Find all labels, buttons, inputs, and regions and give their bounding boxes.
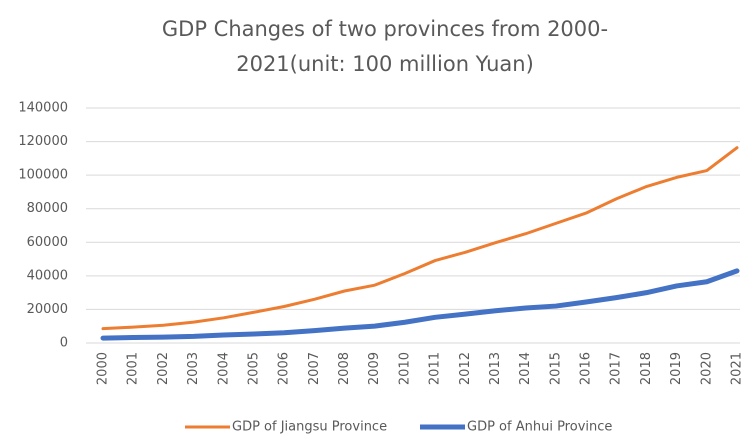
x-tick-label: 2014 <box>518 352 533 385</box>
x-tick-label: 2005 <box>246 352 261 385</box>
y-tick-label: 120000 <box>18 134 68 149</box>
legend-label: GDP of Jiangsu Province <box>232 420 387 435</box>
x-tick-label: 2010 <box>397 352 412 385</box>
x-tick-label: 2001 <box>126 352 141 385</box>
x-tick-label: 2018 <box>639 352 654 385</box>
series-line <box>101 146 739 331</box>
x-tick-label: 2004 <box>216 352 231 385</box>
x-tick-label: 2021 <box>730 352 743 385</box>
series-line <box>100 268 740 341</box>
x-tick-label: 2017 <box>609 352 624 385</box>
x-tick-label: 2003 <box>186 352 201 385</box>
y-tick-label: 0 <box>60 336 68 351</box>
x-tick-label: 2009 <box>367 352 382 385</box>
legend-label: GDP of Anhui Province <box>467 420 612 435</box>
x-tick-label: 2011 <box>428 352 443 385</box>
x-tick-label: 2007 <box>307 352 322 385</box>
x-tick-label: 2006 <box>277 352 292 385</box>
x-tick-label: 2012 <box>458 352 473 385</box>
x-tick-label: 2019 <box>669 352 684 385</box>
x-tick-label: 2008 <box>337 352 352 385</box>
x-tick-label: 2013 <box>488 352 503 385</box>
x-tick-label: 2000 <box>96 352 111 385</box>
y-tick-label: 140000 <box>18 101 68 116</box>
x-tick-label: 2015 <box>548 352 563 385</box>
y-tick-label: 100000 <box>18 168 68 183</box>
x-tick-label: 2016 <box>579 352 594 385</box>
y-tick-label: 20000 <box>27 302 68 317</box>
y-tick-label: 40000 <box>27 268 68 283</box>
y-tick-label: 80000 <box>27 201 68 216</box>
x-tick-label: 2020 <box>699 352 714 385</box>
x-tick-label: 2002 <box>156 352 171 385</box>
y-tick-label: 60000 <box>27 235 68 250</box>
chart-title: GDP Changes of two provinces from 2000-2… <box>162 17 608 76</box>
